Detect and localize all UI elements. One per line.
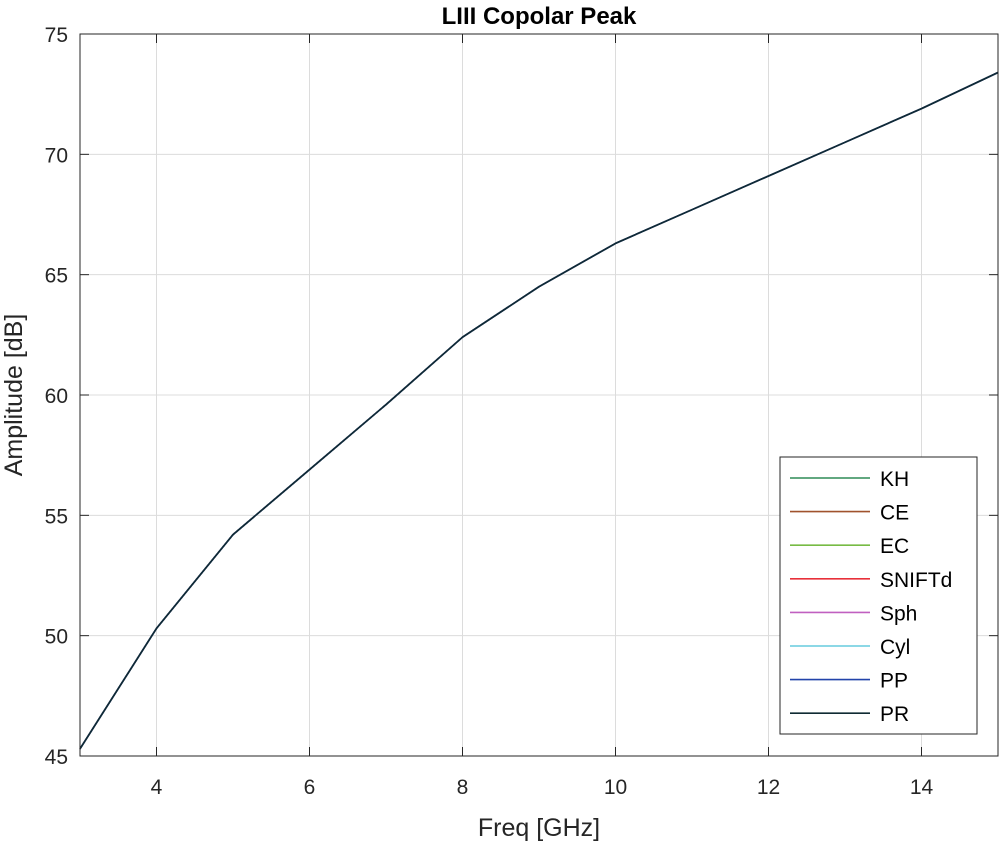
y-tick-label: 50 <box>45 626 68 649</box>
y-tick-label: 45 <box>45 746 68 769</box>
legend-label: Cyl <box>880 636 910 659</box>
legend-label: PR <box>880 703 909 726</box>
legend-label: SNIFTd <box>880 569 952 592</box>
y-axis-label: Amplitude [dB] <box>0 314 28 477</box>
x-tick-label: 12 <box>757 776 780 799</box>
legend-label: EC <box>880 535 909 558</box>
x-ticks: 4 6 8 10 12 14 <box>151 34 934 799</box>
x-tick-label: 14 <box>910 776 934 799</box>
series-group <box>79 71 999 750</box>
x-tick-label: 6 <box>304 776 316 799</box>
y-tick-label: 70 <box>45 144 68 167</box>
legend-label: KH <box>880 468 909 491</box>
series-line-pr <box>79 71 999 750</box>
legend: KH CE EC SNIFTd Sph Cyl PP PR <box>779 456 978 735</box>
y-ticks: 45 50 55 60 65 70 75 <box>45 24 998 769</box>
legend-label: Sph <box>880 602 917 625</box>
legend-box <box>779 456 978 735</box>
legend-label: PP <box>880 670 908 693</box>
y-tick-label: 75 <box>45 24 68 47</box>
legend-label: CE <box>880 502 909 525</box>
y-tick-label: 60 <box>45 385 68 408</box>
x-tick-label: 4 <box>151 776 163 799</box>
x-tick-label: 10 <box>604 776 627 799</box>
x-tick-label: 8 <box>457 776 469 799</box>
y-tick-label: 55 <box>45 505 68 528</box>
y-tick-label: 65 <box>45 265 68 288</box>
x-axis-label: Freq [GHz] <box>478 814 600 842</box>
chart-title: LIII Copolar Peak <box>442 3 637 30</box>
